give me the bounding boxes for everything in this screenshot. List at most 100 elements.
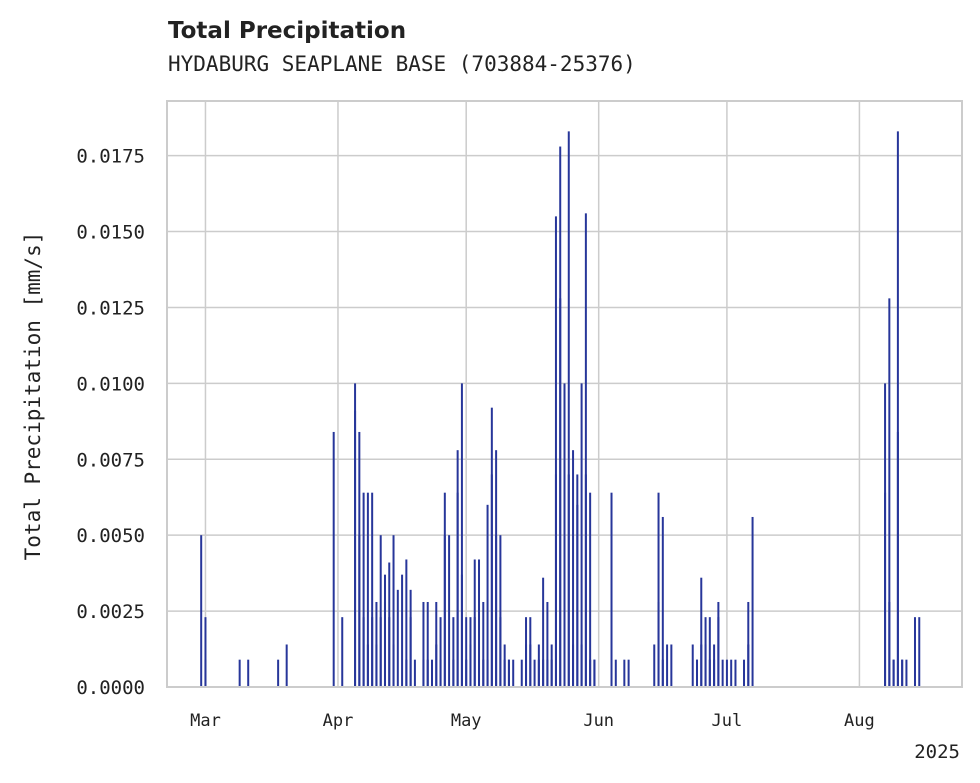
- precipitation-bar: [546, 601, 549, 687]
- precipitation-bar: [918, 617, 921, 687]
- precipitation-bar: [533, 659, 536, 687]
- precipitation-bar: [473, 617, 476, 687]
- y-tick-label: 0.0050: [76, 525, 145, 547]
- precipitation-bar: [666, 644, 669, 687]
- y-axis-label: Total Precipitation [mm/s]: [21, 232, 45, 561]
- y-tick-label: 0.0025: [76, 601, 145, 623]
- precipitation-bar: [503, 644, 506, 687]
- precipitation-bar: [614, 659, 617, 687]
- precipitation-bar: [486, 504, 489, 687]
- grid-lines: [167, 101, 962, 688]
- precipitation-bar: [884, 383, 887, 687]
- precipitation-bar: [537, 659, 540, 687]
- precipitation-bar: [439, 617, 442, 687]
- x-tick-label: Aug: [844, 711, 875, 731]
- precipitation-bar: [563, 659, 566, 687]
- precipitation-bar: [456, 492, 459, 687]
- precipitation-bar: [204, 659, 207, 687]
- precipitation-bar: [589, 492, 592, 687]
- precipitation-bar: [572, 450, 575, 687]
- x-tick-label: Jul: [712, 711, 743, 731]
- precipitation-bar: [285, 644, 288, 687]
- precipitation-bar: [554, 474, 557, 687]
- precipitation-bar: [520, 659, 523, 687]
- precipitation-bar: [704, 644, 707, 687]
- x-tick-label: Apr: [323, 711, 354, 731]
- precipitation-bar: [892, 659, 895, 687]
- precipitation-bar: [401, 574, 404, 687]
- precipitation-bar: [913, 617, 916, 687]
- precipitation-bar: [747, 601, 750, 687]
- precipitation-bar: [725, 659, 728, 687]
- precipitation-bar: [888, 298, 891, 687]
- precipitation-bar: [379, 535, 382, 687]
- precipitation-bar: [341, 617, 344, 687]
- precipitation-bar: [465, 617, 468, 687]
- precipitation-bar: [691, 644, 694, 687]
- precipitation-bar: [708, 617, 711, 687]
- precipitation-bar: [546, 659, 549, 687]
- precipitation-bar: [559, 298, 562, 687]
- precipitation-bar: [371, 492, 374, 687]
- precipitation-bar: [362, 492, 365, 687]
- precipitation-bar: [589, 659, 592, 687]
- precipitation-bar: [358, 535, 361, 687]
- precipitation-bar: [525, 617, 528, 687]
- precipitation-bar: [576, 474, 579, 687]
- precipitation-bar: [529, 644, 532, 687]
- y-tick-label: 0.0150: [76, 222, 145, 244]
- precipitation-bar: [743, 659, 746, 687]
- chart-title: Total Precipitation: [168, 18, 407, 44]
- precipitation-bar: [383, 574, 386, 687]
- precipitation-bar: [580, 644, 583, 687]
- precipitation-bar: [554, 216, 557, 687]
- precipitation-bar: [460, 383, 463, 687]
- precipitation-bar: [627, 659, 630, 687]
- precipitation-bar: [888, 601, 891, 687]
- precipitation-bar: [426, 601, 429, 687]
- precipitation-bar: [409, 617, 412, 687]
- precipitation-bar: [392, 535, 395, 687]
- precipitation-bar: [721, 659, 724, 687]
- precipitation-bar: [448, 535, 451, 687]
- precipitation-bar: [204, 617, 207, 687]
- precipitation-bar: [490, 474, 493, 687]
- precipitation-bar: [896, 131, 899, 688]
- precipitation-bar: [495, 450, 498, 687]
- precipitation-bar: [734, 659, 737, 687]
- precipitation-bar: [653, 644, 656, 687]
- x-tick-label: Mar: [190, 711, 221, 731]
- precipitation-bar: [354, 410, 357, 687]
- precipitation-bar: [247, 659, 250, 687]
- precipitation-bar: [435, 601, 438, 687]
- precipitation-bar: [751, 516, 754, 687]
- precipitation-bar: [460, 574, 463, 687]
- precipitation-bar: [623, 659, 626, 687]
- precipitation-bar: [670, 644, 673, 687]
- x-tick-labels: Mar Apr May Jun Jul Aug: [190, 711, 875, 731]
- precipitation-bar: [482, 601, 485, 687]
- precipitation-bar: [542, 659, 545, 687]
- precipitation-bar: [277, 659, 280, 687]
- precipitation-bar: [661, 516, 664, 687]
- axes-frame: [166, 100, 963, 688]
- precipitation-bar: [200, 535, 203, 687]
- y-tick-label: 0.0075: [76, 449, 145, 471]
- precipitation-bar: [507, 659, 510, 687]
- year-label: 2025: [914, 741, 960, 763]
- precipitation-bar: [413, 659, 416, 687]
- precipitation-bar: [567, 131, 570, 688]
- precipitation-bar: [478, 559, 481, 687]
- precipitation-bar: [563, 383, 566, 687]
- chart-subtitle: HYDABURG SEAPLANE BASE (703884-25376): [168, 52, 636, 76]
- precipitation-bar: [700, 577, 703, 687]
- precipitation-bar: [388, 562, 391, 687]
- precipitation-bar: [366, 492, 369, 687]
- precipitation-bar: [730, 659, 733, 687]
- precipitation-bar: [332, 431, 335, 687]
- precipitation-bar: [584, 213, 587, 687]
- precipitation-bar: [465, 659, 468, 687]
- precipitation-bar: [469, 617, 472, 687]
- x-tick-label: Jun: [583, 711, 614, 731]
